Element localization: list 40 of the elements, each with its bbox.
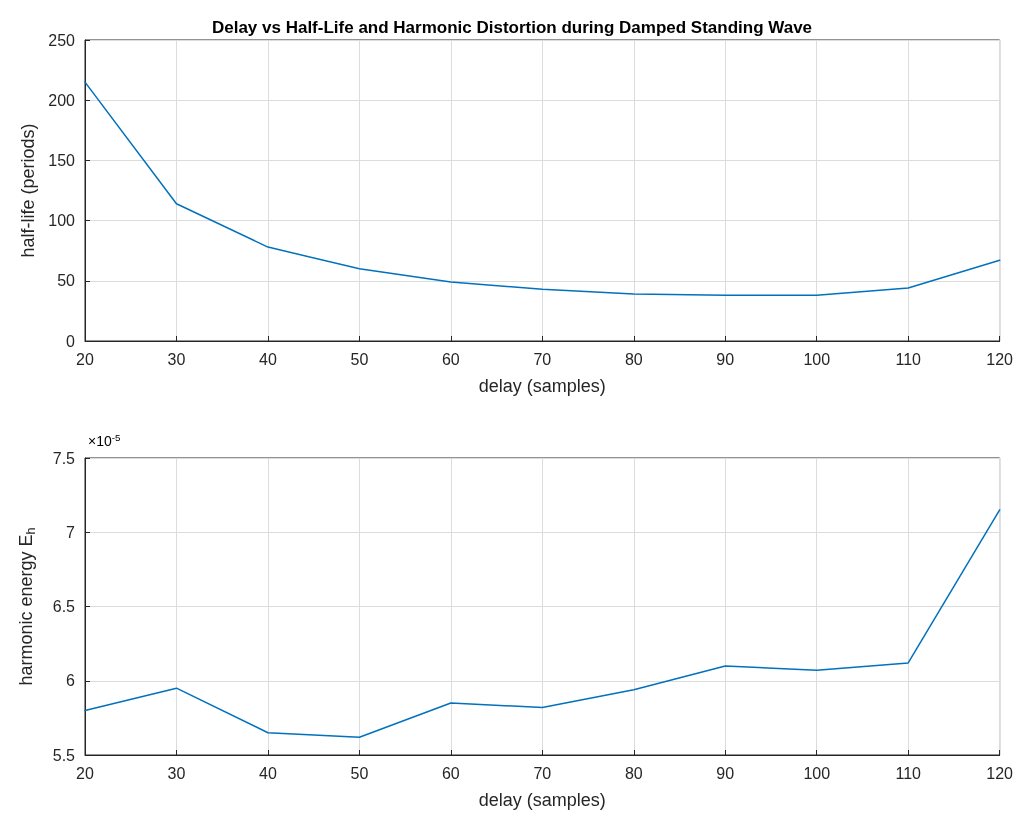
y-tick-label: 100 [48,212,76,230]
x-tick-label: 110 [895,764,922,782]
x-tick-label: 20 [76,350,94,368]
y-axis-title: half-life (periods) [18,123,38,258]
x-tick-label: 100 [803,350,831,368]
y-tick-label: 50 [57,272,76,290]
x-tick-label: 120 [986,764,1014,782]
y-tick-label: 250 [48,31,76,49]
y-axis-title: harmonic energy Eh [16,527,38,686]
x-tick-label: 80 [624,350,643,368]
y-tick-label: 7 [66,523,76,541]
x-tick-label: 80 [624,764,643,782]
x-tick-label: 30 [167,764,186,782]
chart-title: Delay vs Half-Life and Harmonic Distortion during Damped Standing Wave [211,18,813,37]
x-tick-label: 30 [167,350,186,368]
y-tick-label: 150 [48,151,76,169]
x-tick-label: 60 [441,764,460,782]
x-tick-label: 20 [76,764,94,782]
x-tick-label: 100 [803,764,831,782]
x-tick-label: 70 [533,350,552,368]
y-tick-label: 6.5 [52,598,76,615]
x-tick-label: 40 [259,350,277,368]
x-tick-label: 120 [986,350,1014,368]
x-tick-label: 40 [259,764,277,782]
x-tick-label: 90 [716,764,735,782]
line-series [84,81,1001,296]
y-tick-label: 7.5 [52,449,76,467]
line-series [84,509,1001,738]
x-axis-title: delay (samples) [478,790,606,810]
x-tick-label: 90 [716,350,735,368]
y-tick-label: 6 [66,672,76,690]
x-tick-label: 70 [533,764,552,782]
x-tick-label: 60 [441,350,460,368]
y-tick-label: 5.5 [52,746,76,764]
x-tick-label: 50 [350,764,369,782]
y-tick-label: 200 [48,91,76,109]
x-tick-label: 50 [350,350,369,368]
y-tick-label: 0 [66,332,76,350]
x-tick-label: 110 [895,350,922,368]
x-axis-title: delay (samples) [478,376,606,396]
